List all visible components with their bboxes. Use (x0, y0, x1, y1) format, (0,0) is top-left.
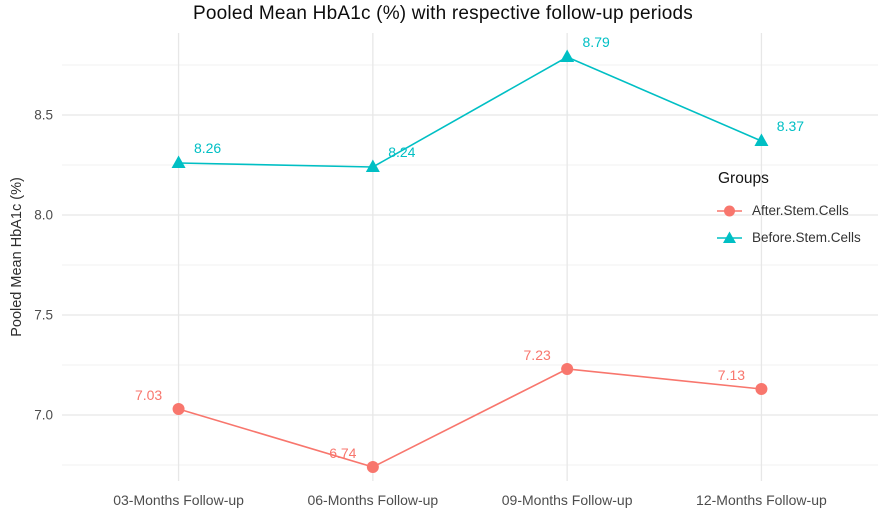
data-point-After.Stem.Cells (755, 383, 768, 395)
legend-item-label: After.Stem.Cells (752, 203, 849, 218)
data-point-Before.Stem.Cells (365, 159, 380, 172)
point-label-After.Stem.Cells: 7.03 (135, 387, 162, 403)
point-label-After.Stem.Cells: 7.23 (524, 347, 551, 363)
point-label-Before.Stem.Cells: 8.37 (777, 118, 804, 134)
point-label-After.Stem.Cells: 7.13 (718, 367, 745, 383)
chart-title: Pooled Mean HbA1c (%) with respective fo… (193, 3, 693, 24)
x-tick-label: 03-Months Follow-up (113, 492, 244, 508)
x-tick-label: 06-Months Follow-up (307, 492, 438, 508)
y-tick-label: 8.5 (34, 108, 53, 123)
legend-title: Groups (718, 170, 769, 187)
data-point-Before.Stem.Cells (560, 49, 575, 62)
y-tick-label: 7.0 (34, 408, 53, 423)
data-point-Before.Stem.Cells (171, 155, 186, 168)
data-point-After.Stem.Cells (366, 461, 379, 473)
y-axis-label: Pooled Mean HbA1c (%) (9, 177, 25, 337)
legend-triangle-marker-icon (717, 231, 742, 243)
x-tick-label: 12-Months Follow-up (696, 492, 827, 508)
legend-item: Before.Stem.Cells (716, 224, 861, 251)
y-tick-label: 7.5 (34, 308, 53, 323)
data-point-After.Stem.Cells (561, 363, 574, 375)
x-tick-label: 09-Months Follow-up (502, 492, 633, 508)
point-label-Before.Stem.Cells: 8.26 (194, 140, 221, 156)
legend-item: After.Stem.Cells (716, 197, 861, 224)
legend-items: After.Stem.Cells Before.Stem.Cells (716, 197, 861, 251)
legend-item-label: Before.Stem.Cells (752, 230, 861, 245)
point-label-Before.Stem.Cells: 8.24 (388, 144, 415, 160)
legend: Groups After.Stem.Cells Before.Stem.Cells (716, 170, 861, 251)
legend-circle-marker-icon (717, 205, 742, 216)
data-point-Before.Stem.Cells (754, 133, 769, 146)
point-label-After.Stem.Cells: 6.74 (329, 445, 356, 461)
series-line-After.Stem.Cells (178, 368, 762, 468)
data-point-After.Stem.Cells (172, 403, 185, 415)
point-label-Before.Stem.Cells: 8.79 (583, 34, 610, 50)
series-line-Before.Stem.Cells (178, 56, 762, 168)
y-tick-label: 8.0 (34, 208, 53, 223)
